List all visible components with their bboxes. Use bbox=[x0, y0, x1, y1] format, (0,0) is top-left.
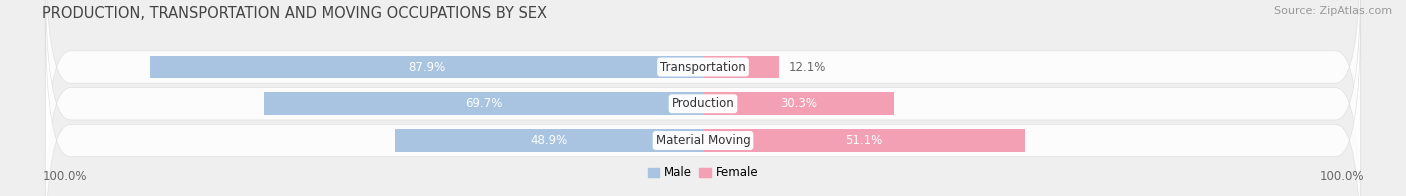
Bar bbox=[703, 56, 779, 78]
Text: Material Moving: Material Moving bbox=[655, 134, 751, 147]
Bar bbox=[703, 129, 1025, 152]
Legend: Male, Female: Male, Female bbox=[643, 162, 763, 184]
Text: 12.1%: 12.1% bbox=[789, 61, 825, 74]
Bar bbox=[264, 92, 703, 115]
Text: 69.7%: 69.7% bbox=[465, 97, 502, 110]
Text: 87.9%: 87.9% bbox=[408, 61, 446, 74]
Text: PRODUCTION, TRANSPORTATION AND MOVING OCCUPATIONS BY SEX: PRODUCTION, TRANSPORTATION AND MOVING OC… bbox=[42, 6, 547, 21]
Text: Source: ZipAtlas.com: Source: ZipAtlas.com bbox=[1274, 6, 1392, 16]
Bar bbox=[395, 129, 703, 152]
FancyBboxPatch shape bbox=[45, 10, 1361, 196]
Text: 48.9%: 48.9% bbox=[530, 134, 568, 147]
Text: 51.1%: 51.1% bbox=[845, 134, 883, 147]
Text: 30.3%: 30.3% bbox=[780, 97, 817, 110]
Text: Transportation: Transportation bbox=[661, 61, 745, 74]
Bar bbox=[150, 56, 703, 78]
Text: 100.0%: 100.0% bbox=[42, 170, 87, 183]
Bar bbox=[703, 92, 894, 115]
Text: 100.0%: 100.0% bbox=[1319, 170, 1364, 183]
Text: Production: Production bbox=[672, 97, 734, 110]
FancyBboxPatch shape bbox=[45, 0, 1361, 196]
FancyBboxPatch shape bbox=[45, 0, 1361, 196]
